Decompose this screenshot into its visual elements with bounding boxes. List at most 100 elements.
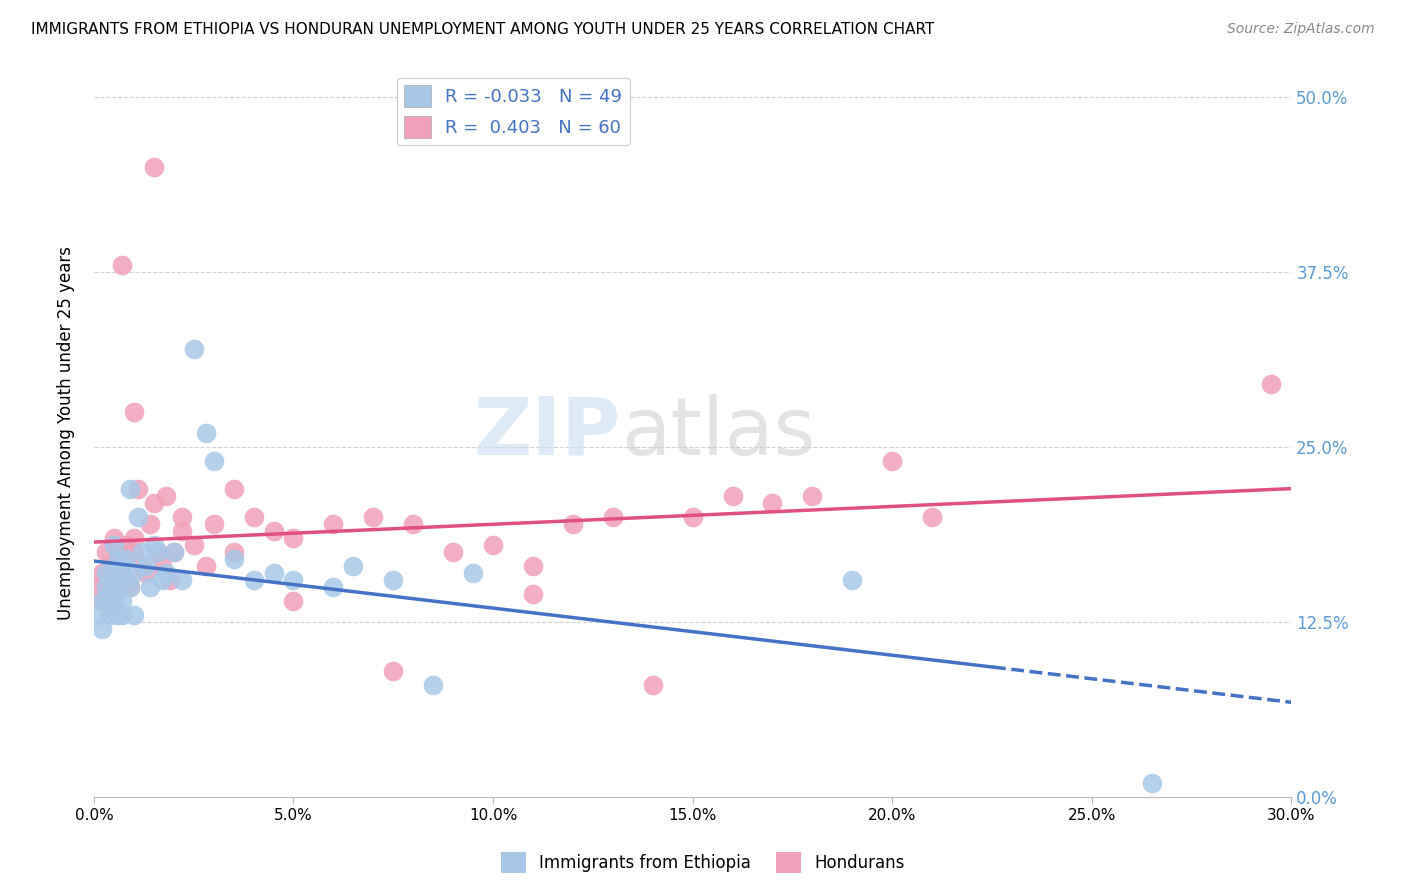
Point — [90, 566, 112, 580]
Point — [222, 482, 245, 496]
Point — [90, 593, 112, 607]
Point — [90, 593, 112, 607]
Point — [263, 566, 285, 580]
Point — [150, 558, 173, 573]
Point — [115, 538, 138, 552]
Text: atlas: atlas — [621, 393, 815, 472]
Point — [142, 160, 165, 174]
Point — [721, 489, 744, 503]
Point — [115, 573, 138, 587]
Point — [322, 516, 344, 531]
Point — [107, 580, 129, 594]
Point — [382, 664, 405, 678]
Point — [422, 678, 444, 692]
Point — [841, 573, 863, 587]
Point — [222, 544, 245, 558]
Point — [98, 600, 121, 615]
Point — [111, 593, 134, 607]
Point — [103, 566, 125, 580]
Point — [1260, 376, 1282, 391]
Text: Source: ZipAtlas.com: Source: ZipAtlas.com — [1227, 22, 1375, 37]
Point — [90, 622, 112, 636]
Point — [170, 509, 193, 524]
Point — [202, 453, 225, 467]
Point — [150, 573, 173, 587]
Point — [283, 593, 305, 607]
Point — [94, 573, 117, 587]
Point — [283, 531, 305, 545]
Point — [682, 509, 704, 524]
Point — [98, 607, 121, 622]
Point — [98, 558, 121, 573]
Point — [183, 342, 205, 356]
Point — [103, 593, 125, 607]
Point — [921, 509, 943, 524]
Point — [87, 607, 110, 622]
Point — [122, 404, 145, 418]
Y-axis label: Unemployment Among Youth under 25 years: Unemployment Among Youth under 25 years — [58, 245, 75, 620]
Point — [135, 558, 157, 573]
Text: IMMIGRANTS FROM ETHIOPIA VS HONDURAN UNEMPLOYMENT AMONG YOUTH UNDER 25 YEARS COR: IMMIGRANTS FROM ETHIOPIA VS HONDURAN UNE… — [31, 22, 935, 37]
Point — [103, 531, 125, 545]
Point — [522, 587, 544, 601]
Point — [135, 566, 157, 580]
Point — [142, 538, 165, 552]
Point — [561, 516, 583, 531]
Point — [194, 558, 217, 573]
Point — [263, 524, 285, 538]
Point — [122, 544, 145, 558]
Point — [342, 558, 364, 573]
Point — [107, 607, 129, 622]
Point — [801, 489, 824, 503]
Point — [283, 573, 305, 587]
Point — [131, 544, 153, 558]
Point — [122, 531, 145, 545]
Point — [103, 538, 125, 552]
Point — [118, 580, 141, 594]
Point — [115, 551, 138, 566]
Point — [111, 607, 134, 622]
Point — [522, 558, 544, 573]
Point — [170, 524, 193, 538]
Point — [107, 566, 129, 580]
Point — [146, 544, 169, 558]
Point — [242, 509, 264, 524]
Point — [163, 544, 186, 558]
Point — [202, 516, 225, 531]
Point — [111, 558, 134, 573]
Point — [107, 544, 129, 558]
Point — [363, 509, 385, 524]
Text: ZIP: ZIP — [474, 393, 621, 472]
Point — [107, 551, 129, 566]
Point — [98, 593, 121, 607]
Point — [461, 566, 484, 580]
Point — [122, 566, 145, 580]
Point — [111, 573, 134, 587]
Point — [142, 495, 165, 509]
Point — [139, 516, 162, 531]
Point — [761, 495, 783, 509]
Point — [139, 580, 162, 594]
Point — [122, 607, 145, 622]
Point — [402, 516, 425, 531]
Point — [155, 489, 177, 503]
Point — [194, 425, 217, 440]
Legend: R = -0.033   N = 49, R =  0.403   N = 60: R = -0.033 N = 49, R = 0.403 N = 60 — [396, 78, 630, 145]
Point — [111, 258, 134, 272]
Point — [441, 544, 464, 558]
Point — [127, 482, 149, 496]
Point — [159, 573, 181, 587]
Point — [94, 544, 117, 558]
Point — [322, 580, 344, 594]
Point — [103, 573, 125, 587]
Point — [222, 551, 245, 566]
Point — [482, 538, 505, 552]
Point — [94, 580, 117, 594]
Point — [131, 558, 153, 573]
Point — [183, 538, 205, 552]
Legend: Immigrants from Ethiopia, Hondurans: Immigrants from Ethiopia, Hondurans — [495, 846, 911, 880]
Point — [146, 544, 169, 558]
Point — [155, 566, 177, 580]
Point — [641, 678, 664, 692]
Point — [94, 593, 117, 607]
